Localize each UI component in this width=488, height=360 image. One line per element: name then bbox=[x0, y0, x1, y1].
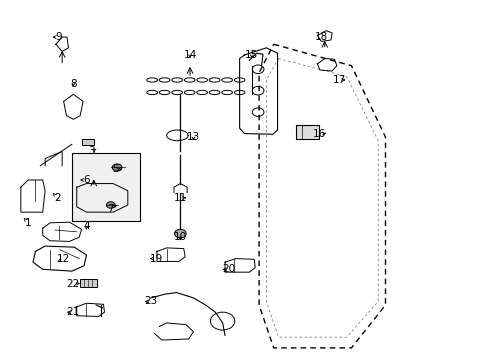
Circle shape bbox=[174, 229, 186, 238]
Text: 19: 19 bbox=[149, 253, 163, 264]
Text: 21: 21 bbox=[66, 307, 80, 317]
Text: 7: 7 bbox=[107, 203, 114, 213]
Text: 22: 22 bbox=[66, 279, 80, 289]
Bar bbox=[81, 139, 94, 145]
Circle shape bbox=[106, 202, 115, 208]
Text: 13: 13 bbox=[186, 132, 200, 142]
Text: 23: 23 bbox=[144, 296, 158, 306]
Text: 4: 4 bbox=[83, 221, 90, 231]
Bar bbox=[295, 125, 318, 139]
Text: 5: 5 bbox=[112, 164, 119, 174]
Text: 17: 17 bbox=[332, 75, 345, 85]
Bar bbox=[72, 153, 140, 221]
Text: 16: 16 bbox=[313, 129, 326, 139]
Text: 3: 3 bbox=[88, 147, 95, 157]
Text: 20: 20 bbox=[222, 264, 235, 274]
Bar bbox=[80, 279, 97, 287]
Text: 6: 6 bbox=[83, 175, 90, 185]
Text: 18: 18 bbox=[314, 32, 327, 42]
Text: 12: 12 bbox=[57, 253, 70, 264]
Text: 11: 11 bbox=[173, 193, 186, 203]
Text: 10: 10 bbox=[173, 232, 186, 242]
Text: 15: 15 bbox=[244, 50, 258, 60]
Text: 2: 2 bbox=[54, 193, 61, 203]
Text: 14: 14 bbox=[183, 50, 196, 60]
Circle shape bbox=[112, 164, 122, 171]
Text: 1: 1 bbox=[25, 218, 31, 228]
Text: 9: 9 bbox=[55, 32, 62, 42]
Text: 8: 8 bbox=[70, 78, 77, 89]
